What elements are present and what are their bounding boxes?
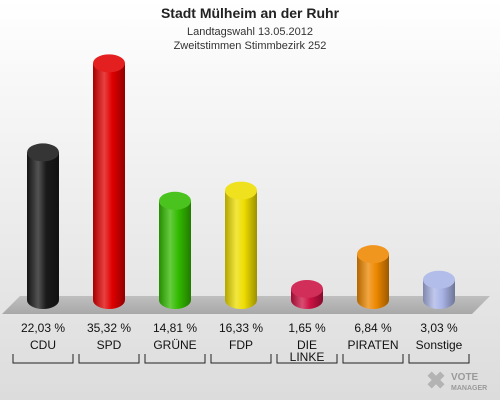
- bar-spd: [93, 54, 125, 309]
- bar-body: [225, 190, 257, 309]
- bar-top: [159, 191, 191, 210]
- category-label: Sonstige: [416, 338, 463, 352]
- value-label: 35,32 %: [87, 321, 131, 335]
- bar-sonstige: [423, 270, 455, 309]
- bar-die-linke: [291, 279, 323, 309]
- category-label: GRÜNE: [153, 338, 196, 352]
- bar-top: [93, 54, 125, 73]
- category-label: FDP: [229, 338, 253, 352]
- value-label: 3,03 %: [420, 321, 458, 335]
- bar-top: [357, 245, 389, 264]
- vote-manager-logo: VOTE MANAGER: [427, 371, 487, 392]
- bar-body: [159, 200, 191, 309]
- category-bracket: [12, 354, 74, 364]
- category-label: CDU: [30, 338, 56, 352]
- category-label: PIRATEN: [347, 338, 398, 352]
- bar-top: [423, 270, 455, 289]
- bar-fdp: [225, 181, 257, 309]
- bar-body: [27, 152, 59, 309]
- category-label: LINKE: [290, 350, 325, 364]
- bar-top: [225, 181, 257, 200]
- chart-subtitle-district: Zweitstimmen Stimmbezirk 252: [174, 40, 327, 52]
- bars-group: [27, 54, 455, 309]
- category-bracket: [276, 354, 338, 364]
- bar-body: [357, 254, 389, 309]
- logo-text-manager: MANAGER: [451, 385, 487, 392]
- bar-piraten: [357, 245, 389, 309]
- bar-gr-ne: [159, 191, 191, 309]
- logo-text-vote: VOTE: [451, 372, 479, 383]
- value-label: 14,81 %: [153, 321, 197, 335]
- value-label: 6,84 %: [354, 321, 392, 335]
- chart-subtitle-election: Landtagswahl 13.05.2012: [187, 26, 313, 38]
- value-label: 1,65 %: [288, 321, 326, 335]
- category-bracket: [78, 354, 140, 364]
- category-bracket: [342, 354, 404, 364]
- bar-cdu: [27, 143, 59, 309]
- labels-group: 22,03 % CDU 35,32 % SPD 14,81 % GRÜNE 16,33 % F…: [12, 321, 470, 364]
- bar-top: [27, 143, 59, 162]
- value-label: 16,33 %: [219, 321, 263, 335]
- category-bracket: [210, 354, 272, 364]
- value-label: 22,03 %: [21, 321, 65, 335]
- category-bracket: [144, 354, 206, 364]
- category-label: DIE: [297, 338, 317, 352]
- category-bracket: [408, 354, 470, 364]
- category-label: SPD: [97, 338, 122, 352]
- chart-title: Stadt Mülheim an der Ruhr: [161, 5, 340, 21]
- bar-top: [291, 279, 323, 298]
- bar-body: [93, 63, 125, 309]
